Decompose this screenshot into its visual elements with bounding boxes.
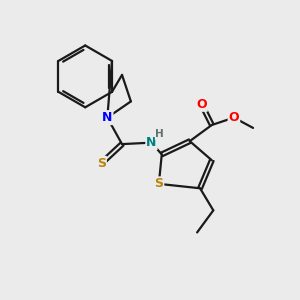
Text: N: N <box>102 111 112 124</box>
Text: N: N <box>146 136 157 149</box>
Text: H: H <box>155 129 164 140</box>
Text: S: S <box>154 177 163 190</box>
Text: S: S <box>97 157 106 170</box>
Text: O: O <box>229 111 239 124</box>
Text: O: O <box>196 98 207 111</box>
